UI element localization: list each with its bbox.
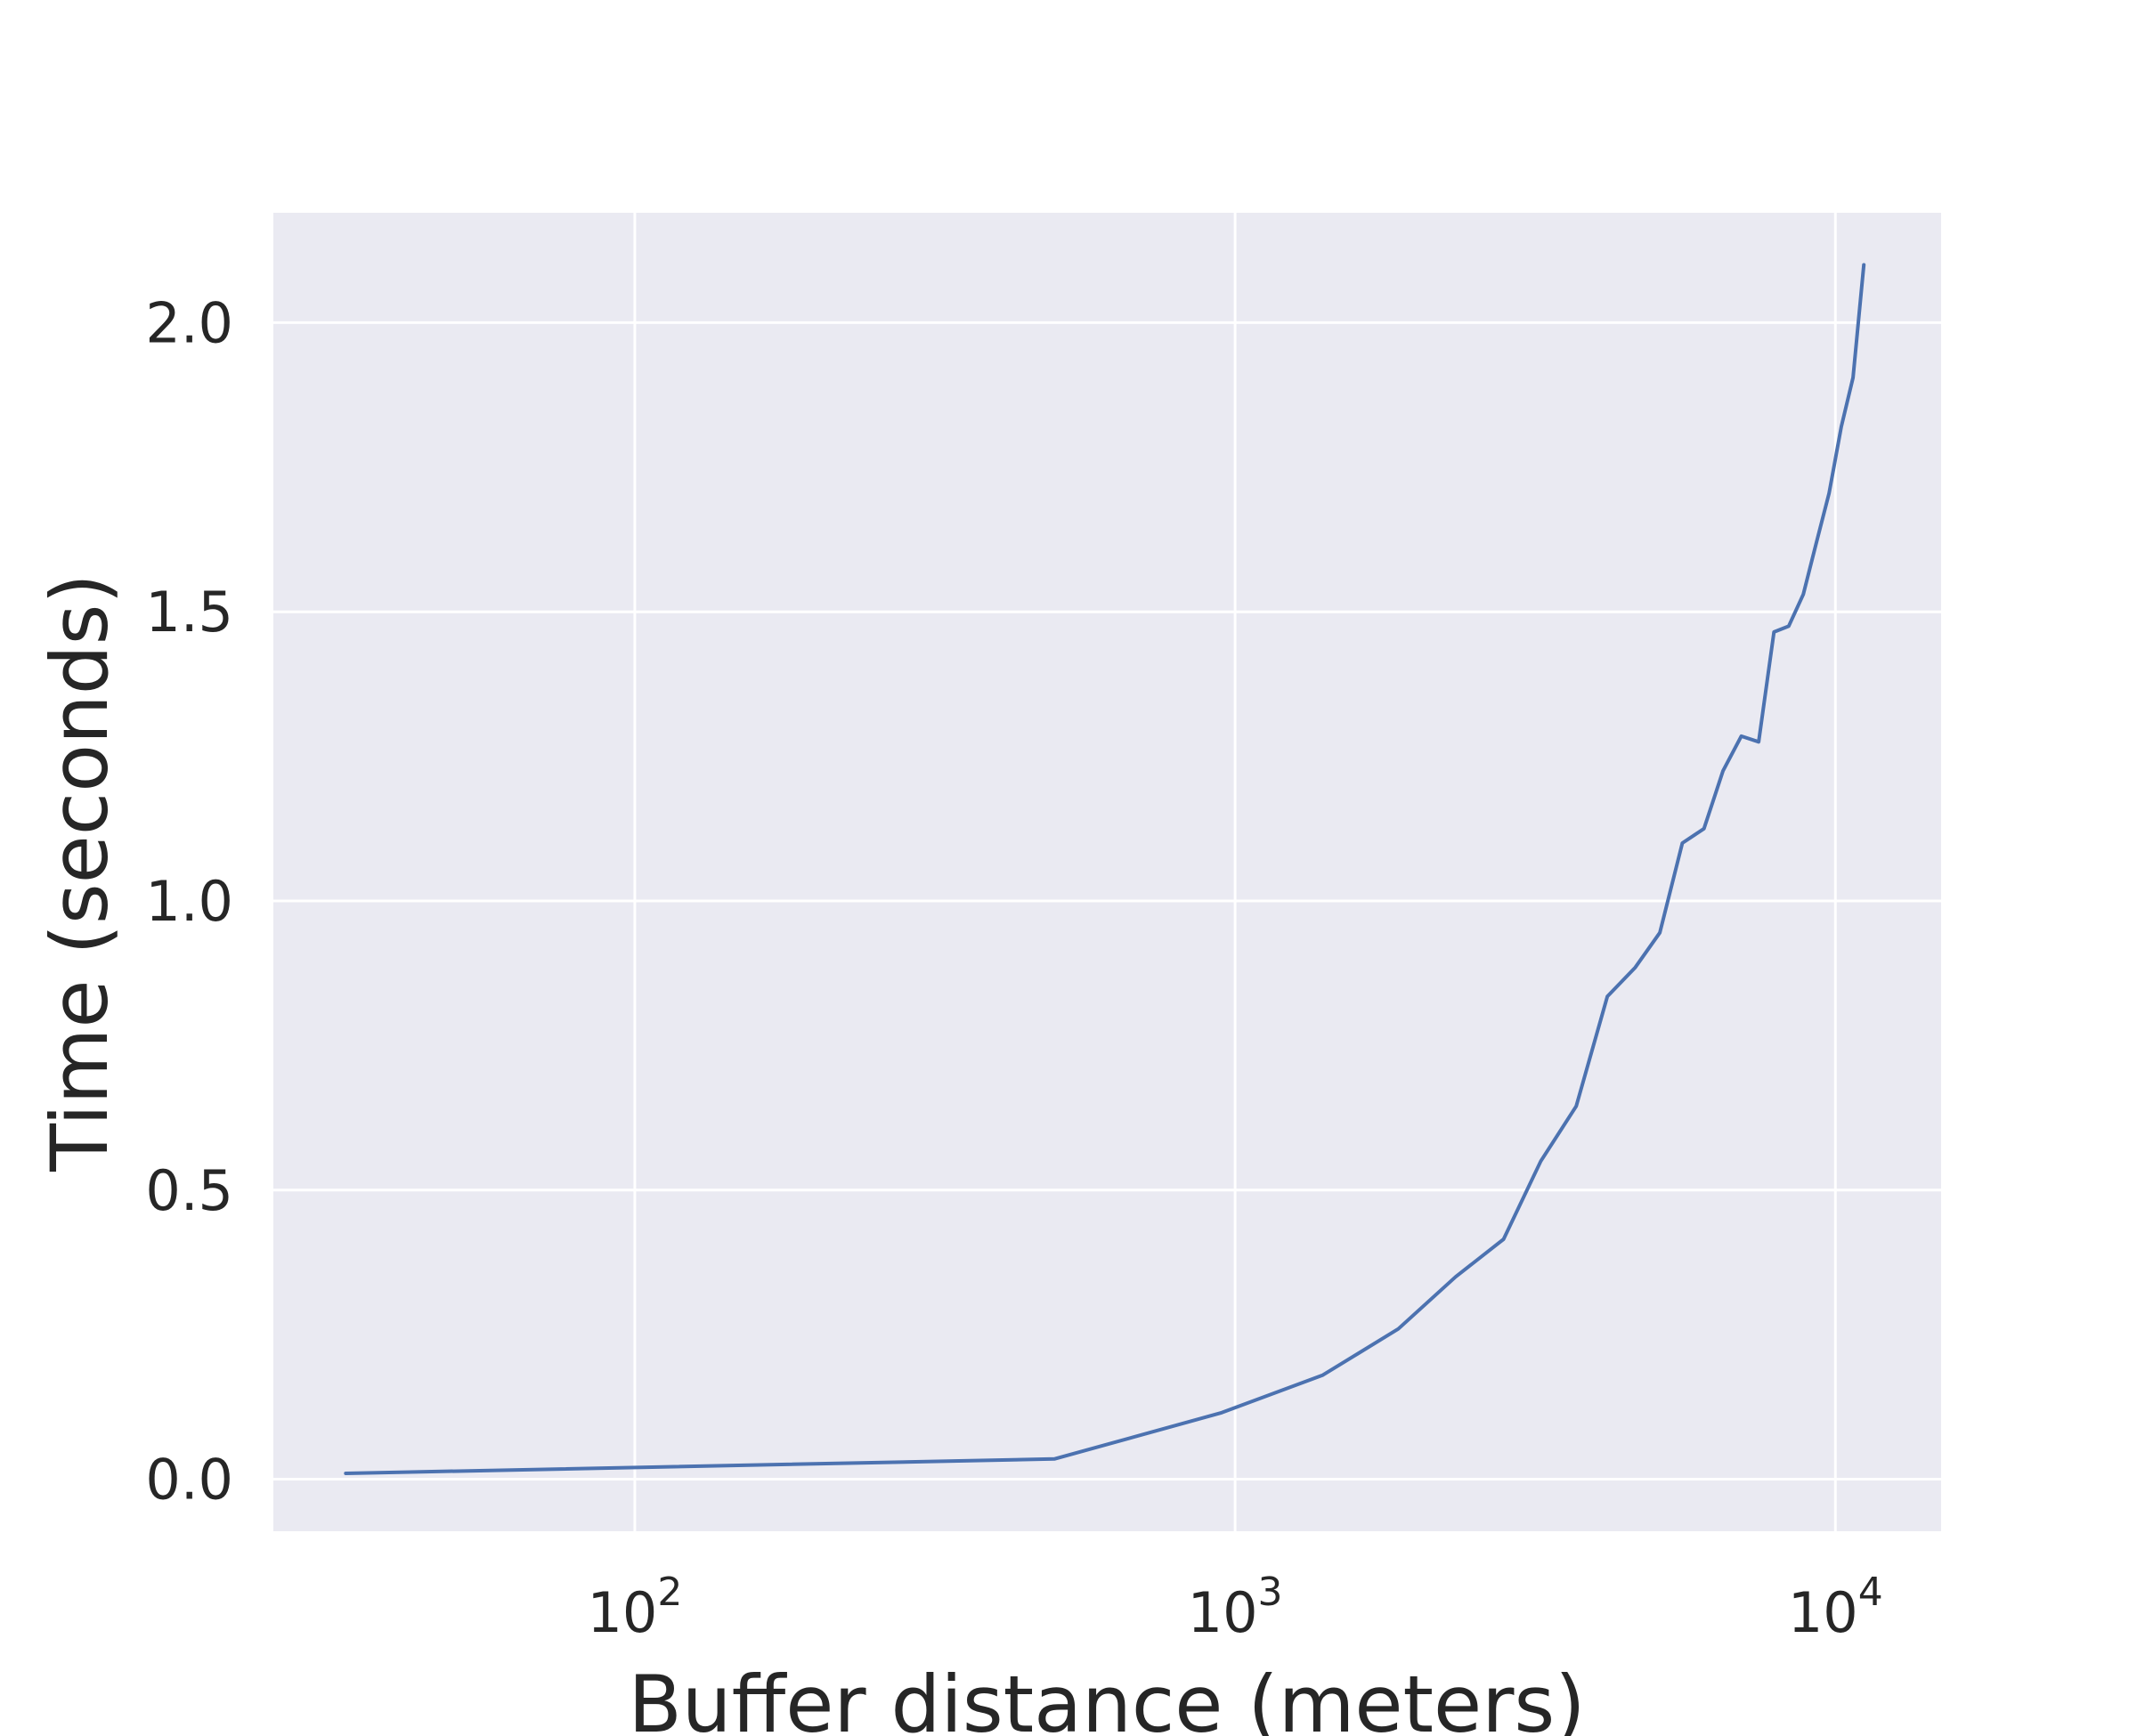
x-gridlines — [633, 213, 1837, 1531]
series-line — [344, 263, 1866, 1475]
y-tick-label: 0.5 — [145, 1158, 233, 1223]
y-gridlines — [273, 320, 1941, 1481]
y-tick-label: 1.0 — [145, 869, 233, 934]
y-tick-label: 1.5 — [145, 580, 233, 645]
x-tick-label: 103 — [1188, 1570, 1283, 1645]
plot-area — [273, 213, 1941, 1531]
x-tick-label: 104 — [1788, 1570, 1883, 1645]
y-tick-labels: 0.0 0.5 1.0 1.5 2.0 — [145, 290, 233, 1512]
x-axis-title: Buffer distance (meters) — [628, 1659, 1585, 1736]
y-tick-label: 2.0 — [145, 290, 233, 355]
y-tick-label: 0.0 — [145, 1448, 233, 1513]
x-tick-label: 102 — [587, 1570, 682, 1645]
y-axis-title: Time (seconds) — [34, 573, 126, 1172]
x-tick-labels: 102 103 104 — [587, 1570, 1882, 1645]
